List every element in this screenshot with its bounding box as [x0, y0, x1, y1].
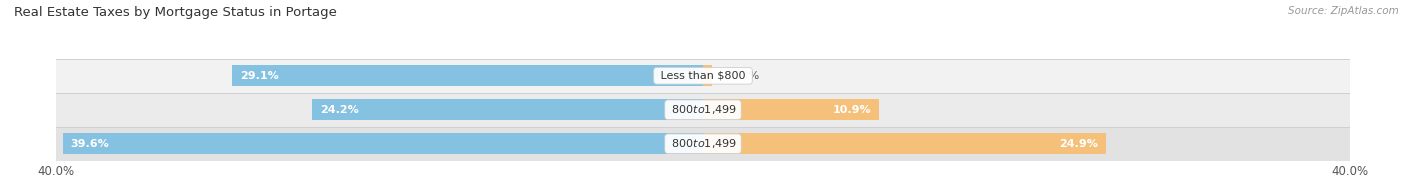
- Text: 0.53%: 0.53%: [724, 71, 759, 81]
- Text: 29.1%: 29.1%: [240, 71, 280, 81]
- Text: Less than $800: Less than $800: [657, 71, 749, 81]
- Text: 39.6%: 39.6%: [70, 139, 110, 149]
- Bar: [56, 93, 1350, 127]
- Text: 24.2%: 24.2%: [319, 105, 359, 115]
- Bar: [703, 133, 1105, 154]
- Text: Source: ZipAtlas.com: Source: ZipAtlas.com: [1288, 6, 1399, 16]
- Bar: [63, 133, 703, 154]
- Text: $800 to $1,499: $800 to $1,499: [668, 103, 738, 116]
- Bar: [56, 59, 1350, 93]
- Text: 24.9%: 24.9%: [1059, 139, 1098, 149]
- Bar: [56, 127, 1350, 161]
- Text: Real Estate Taxes by Mortgage Status in Portage: Real Estate Taxes by Mortgage Status in …: [14, 6, 337, 19]
- Bar: [312, 99, 703, 120]
- Text: 10.9%: 10.9%: [832, 105, 872, 115]
- Bar: [703, 99, 879, 120]
- Bar: [703, 65, 711, 86]
- Bar: [232, 65, 703, 86]
- Text: $800 to $1,499: $800 to $1,499: [668, 137, 738, 150]
